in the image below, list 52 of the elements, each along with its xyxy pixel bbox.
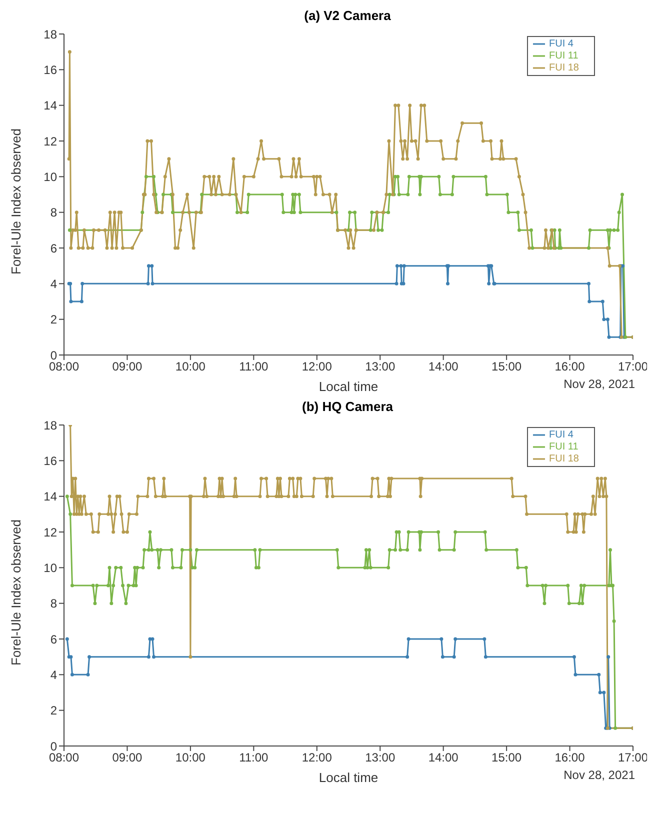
- x-tick-label: 10:00: [175, 360, 206, 374]
- x-tick-label: 16:00: [554, 750, 586, 765]
- y-tick-label: 6: [50, 632, 58, 646]
- legend-label: FUI 11: [548, 442, 578, 453]
- legend-label: FUI 18: [548, 62, 579, 74]
- x-tick-label: 08:00: [48, 750, 80, 765]
- y-tick-label: 8: [50, 206, 58, 220]
- x-tick-label: 13:00: [365, 750, 396, 765]
- y-tick-label: 4: [50, 276, 58, 291]
- x-tick-label: 12:00: [302, 360, 332, 374]
- y-tick-label: 0: [50, 739, 58, 754]
- x-tick-label: 14:00: [428, 750, 459, 765]
- legend-label: FUI 4: [548, 38, 574, 50]
- x-tick-label: 11:00: [239, 360, 269, 374]
- x-axis-title: Local time: [318, 379, 378, 394]
- text: Nov 28, 2021: [564, 768, 635, 782]
- x-tick-label: 16:00: [554, 360, 586, 374]
- x-tick-label: 15:00: [492, 360, 522, 374]
- y-tick-label: 14: [44, 490, 58, 504]
- y-tick-label: 16: [44, 454, 58, 468]
- chart-title: (b) HQ Camera: [300, 399, 394, 415]
- x-axis-title: Local time: [318, 770, 378, 785]
- y-tick-label: 8: [50, 596, 58, 611]
- y-axis-title: Forel-Ule Index observed: [8, 128, 24, 274]
- x-tick-label: 13:00: [365, 360, 396, 374]
- legend-label: FUI 18: [548, 454, 579, 465]
- y-tick-label: 6: [50, 241, 58, 256]
- legend-label: FUI 11: [548, 50, 578, 62]
- x-tick-label: 12:00: [302, 750, 332, 765]
- y-tick-label: 2: [50, 704, 58, 718]
- y-tick-label: 14: [44, 98, 58, 113]
- y-tick-label: 16: [44, 62, 58, 77]
- x-tick-label: 09:00: [112, 360, 143, 374]
- y-tick-label: 4: [50, 668, 58, 682]
- legend-label: FUI 4: [548, 430, 574, 441]
- y-tick-label: 0: [50, 348, 58, 362]
- x-tick-label: 15:00: [492, 750, 522, 765]
- chart-title: (a) V2 Camera: [303, 8, 392, 24]
- x-tick-label: 14:00: [428, 360, 459, 374]
- x-tick-label: 08:00: [48, 360, 80, 374]
- text: Nov 28, 2021: [564, 377, 635, 391]
- x-tick-label: 10:00: [175, 750, 206, 765]
- x-tick-label: 09:00: [112, 750, 143, 765]
- y-tick-label: 12: [44, 525, 58, 540]
- y-tick-label: 18: [44, 27, 58, 42]
- y-tick-label: 18: [44, 418, 58, 432]
- y-tick-label: 2: [50, 312, 58, 327]
- y-tick-label: 10: [44, 170, 58, 184]
- y-axis-title: Forel-Ule Index observed: [8, 520, 24, 666]
- y-tick-label: 12: [44, 134, 58, 148]
- x-tick-label: 11:00: [239, 750, 269, 765]
- y-tick-label: 10: [44, 560, 58, 575]
